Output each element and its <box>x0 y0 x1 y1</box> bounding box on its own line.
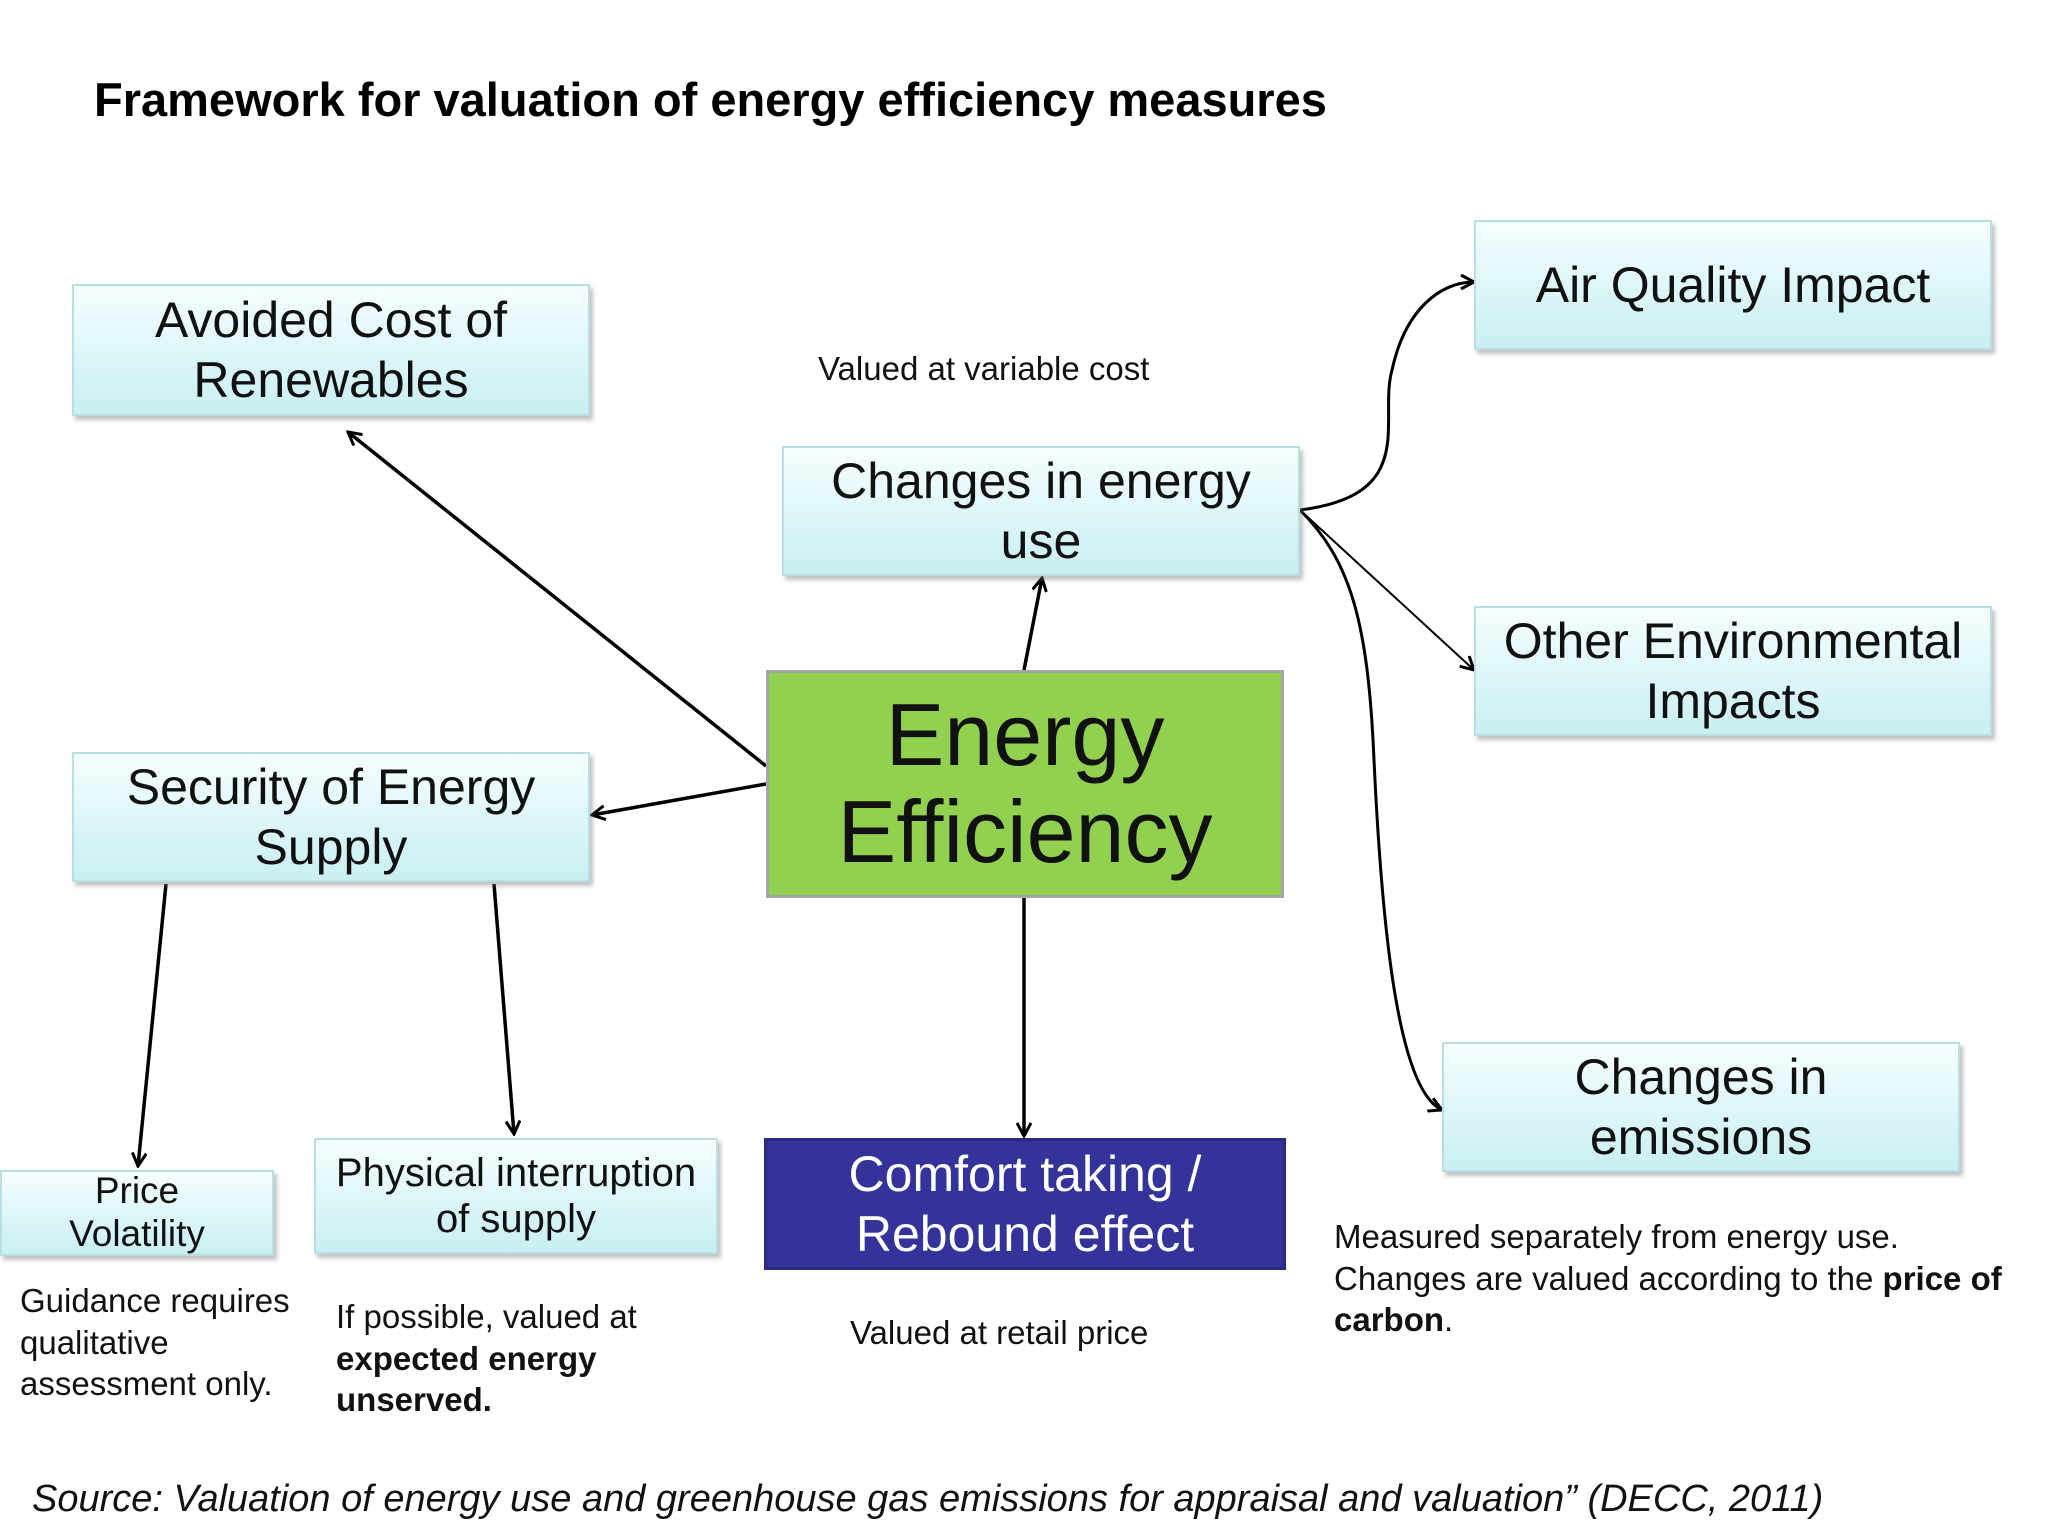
changes-energy-use-line-2: use <box>1000 513 1082 569</box>
measured-line-3-suffix: . <box>1444 1301 1454 1339</box>
if-possible-line-1: If possible, valued at <box>336 1298 637 1335</box>
price-volatility-line-2: Volatility <box>69 1213 205 1254</box>
source-citation: Source: Valuation of energy use and gree… <box>32 1478 1824 1520</box>
arrow-to-avoided-cost <box>348 432 768 768</box>
retail-price-note: Valued at retail price <box>850 1314 1149 1351</box>
if-possible-bold-1: expected energy <box>336 1339 597 1377</box>
arrow-to-air-quality <box>1299 282 1474 512</box>
arrow-to-security-supply <box>592 782 767 815</box>
guidance-line-1: Guidance requires <box>20 1282 290 1319</box>
arrow-to-changes-energy-use <box>1022 578 1042 671</box>
changes-in-emissions-box: Changes in emissions <box>1442 1042 1960 1172</box>
changes-emissions-line-1: Changes in <box>1574 1049 1828 1105</box>
expected-energy-note: If possible, valued at expected energy u… <box>336 1296 637 1421</box>
price-volatility-line-1: Price <box>94 1170 180 1212</box>
air-quality-line-1: Air Quality Impact <box>1535 257 1931 313</box>
security-supply-line-2: Supply <box>254 819 408 875</box>
arrow-to-physical-interruption <box>492 883 514 1134</box>
guidance-note: Guidance requires qualitative assessment… <box>20 1280 290 1405</box>
avoided-cost-line-2: Renewables <box>193 352 469 408</box>
security-supply-line-1: Security of Energy <box>126 759 536 815</box>
measured-line-2-bold: price of <box>1882 1259 2002 1297</box>
if-possible-bold-2: unserved. <box>336 1381 492 1419</box>
price-of-carbon-note: Measured separately from energy use. Cha… <box>1334 1216 2002 1341</box>
other-environmental-impacts-box: Other Environmental Impacts <box>1474 606 1992 736</box>
measured-line-2-prefix: Changes are valued according to the <box>1334 1259 1883 1297</box>
comfort-taking-box: Comfort taking / Rebound effect <box>764 1138 1286 1270</box>
avoided-cost-renewables-box: Avoided Cost of Renewables <box>72 284 590 416</box>
arrow-to-price-volatility <box>138 883 168 1166</box>
measured-line-1: Measured separately from energy use. <box>1334 1218 1899 1255</box>
air-quality-impact-box: Air Quality Impact <box>1474 220 1992 350</box>
energy-efficiency-line-1: Energy <box>885 685 1165 785</box>
arrow-to-changes-emissions <box>1298 508 1442 1110</box>
avoided-cost-line-1: Avoided Cost of <box>154 292 508 348</box>
guidance-line-2: qualitative <box>20 1323 169 1361</box>
arrow-to-other-env <box>1299 509 1474 670</box>
security-energy-supply-box: Security of Energy Supply <box>72 752 590 882</box>
changes-energy-use-line-1: Changes in energy <box>831 453 1251 509</box>
changes-energy-use-box: Changes in energy use <box>782 446 1300 576</box>
other-env-line-1: Other Environmental <box>1503 613 1963 669</box>
physical-interruption-line-1: Physical interruption <box>335 1151 697 1195</box>
physical-interruption-box: Physical interruption of supply <box>314 1138 718 1254</box>
variable-cost-note: Valued at variable cost <box>818 350 1150 387</box>
energy-efficiency-line-2: Efficiency <box>837 782 1213 881</box>
physical-interruption-line-2: of supply <box>435 1197 597 1241</box>
energy-efficiency-box: Energy Efficiency <box>766 670 1284 898</box>
measured-line-3-bold: carbon <box>1334 1301 1445 1339</box>
page-title: Framework for valuation of energy effici… <box>94 73 1327 126</box>
comfort-taking-line-1: Comfort taking / <box>848 1146 1202 1202</box>
price-volatility-box: Price Volatility <box>0 1170 274 1256</box>
guidance-line-3: assessment only. <box>20 1365 273 1403</box>
comfort-taking-line-2: Rebound effect <box>855 1206 1195 1262</box>
changes-emissions-line-2: emissions <box>1589 1109 1813 1165</box>
other-env-line-2: Impacts <box>1645 673 1821 729</box>
